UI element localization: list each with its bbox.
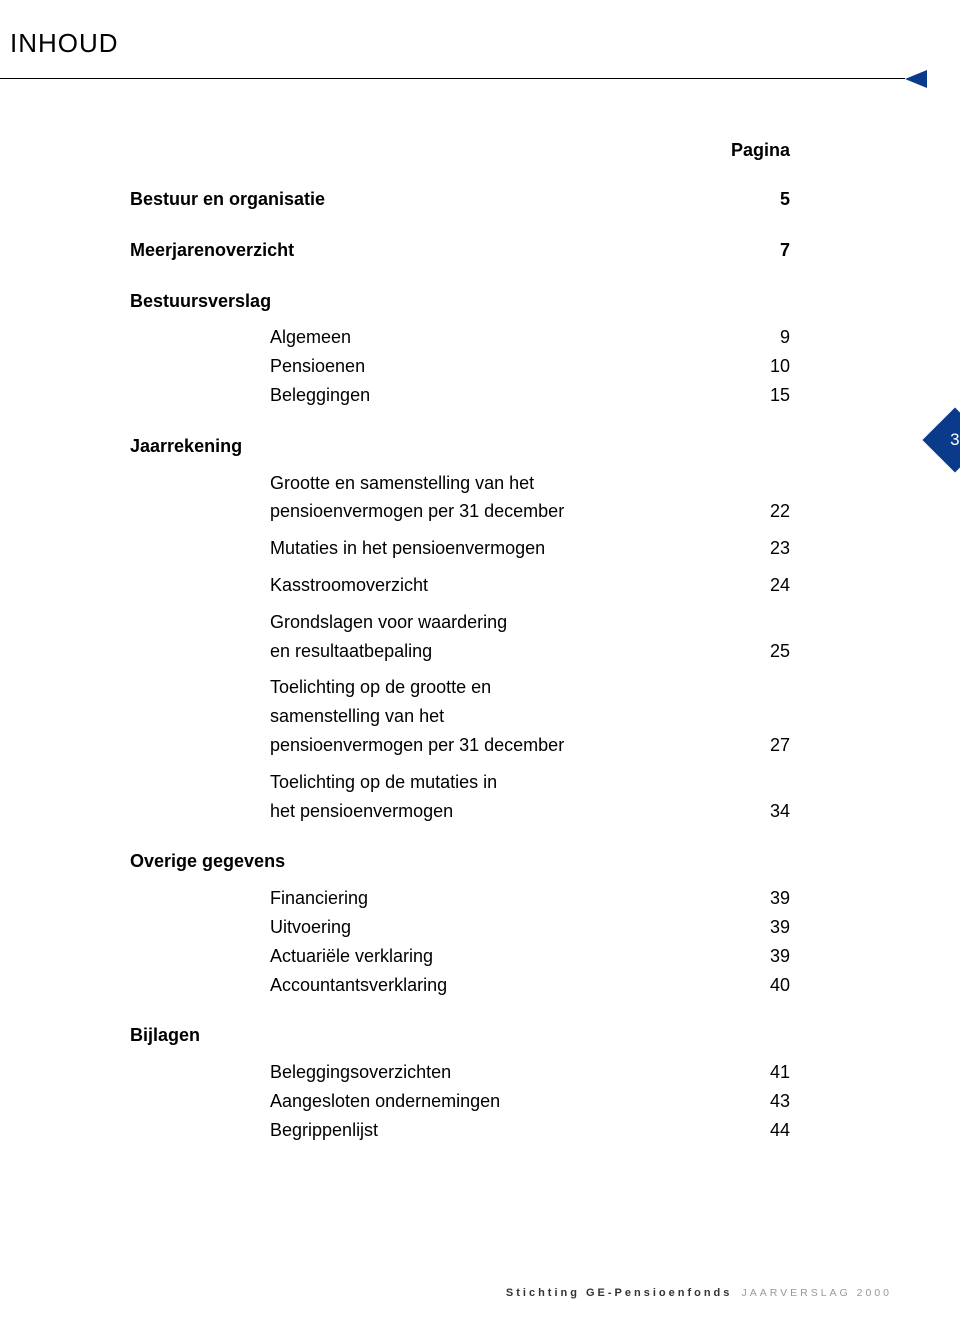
- toc-row: Uitvoering 39: [270, 913, 790, 942]
- toc-page: 27: [770, 731, 790, 760]
- toc-page: 39: [750, 884, 790, 913]
- toc-label: Jaarrekening: [130, 432, 750, 461]
- toc-label: Meerjarenoverzicht: [130, 236, 750, 265]
- toc-row-bestuur: Bestuur en organisatie 5: [130, 185, 790, 214]
- footer-year: JAARVERSLAG 2000: [741, 1287, 892, 1299]
- toc-row: Algemeen 9: [270, 323, 790, 352]
- toc-page: 22: [770, 497, 790, 526]
- page-title: INHOUD: [10, 28, 119, 59]
- toc-subsection: Algemeen 9 Pensioenen 10 Beleggingen 15: [270, 323, 790, 409]
- toc-heading-jaarrekening: Jaarrekening: [130, 432, 790, 461]
- toc-row: Pensioenen 10: [270, 352, 790, 381]
- toc-label-line: Toelichting op de mutaties in: [270, 768, 790, 797]
- page-number-marker-text: 3: [950, 430, 959, 450]
- toc-label: Uitvoering: [270, 913, 750, 942]
- toc-label-line: samenstelling van het: [270, 702, 790, 731]
- toc-page: 40: [750, 971, 790, 1000]
- toc-row: Aangesloten ondernemingen 43: [270, 1087, 790, 1116]
- toc-page: 23: [750, 534, 790, 563]
- toc-row: Beleggingen 15: [270, 381, 790, 410]
- toc-page: 10: [750, 352, 790, 381]
- toc-row: Financiering 39: [270, 884, 790, 913]
- toc-row: Beleggingsoverzichten 41: [270, 1058, 790, 1087]
- toc-label: Begrippenlijst: [270, 1116, 750, 1145]
- toc-label: Overige gegevens: [130, 847, 750, 876]
- toc-label: Pensioenen: [270, 352, 750, 381]
- toc-row: Grondslagen voor waardering en resultaat…: [270, 608, 790, 666]
- toc-label: Financiering: [270, 884, 750, 913]
- toc-label: Beleggingen: [270, 381, 750, 410]
- toc-label: Algemeen: [270, 323, 750, 352]
- toc-label-line: pensioenvermogen per 31 december: [270, 731, 564, 760]
- toc-heading-bijlagen: Bijlagen: [130, 1021, 790, 1050]
- toc-page: 15: [750, 381, 790, 410]
- page: INHOUD 3 Pagina Bestuur en organisatie 5…: [0, 0, 960, 1343]
- horizontal-rule: [0, 78, 905, 79]
- toc-page: 39: [750, 942, 790, 971]
- toc-page: 34: [770, 797, 790, 826]
- toc-label: Mutaties in het pensioenvermogen: [270, 534, 750, 563]
- toc-label-line: pensioenvermogen per 31 december: [270, 497, 564, 526]
- toc-label: Beleggingsoverzichten: [270, 1058, 750, 1087]
- toc-row: Actuariële verklaring 39: [270, 942, 790, 971]
- toc-label-line: en resultaatbepaling: [270, 637, 432, 666]
- toc-label-line: het pensioenvermogen: [270, 797, 453, 826]
- triangle-left-icon: [905, 70, 927, 93]
- toc-row: Toelichting op de grootte en samenstelli…: [270, 673, 790, 759]
- toc-page: 7: [750, 236, 790, 265]
- toc-page: 39: [750, 913, 790, 942]
- toc-subsection: Financiering 39 Uitvoering 39 Actuariële…: [270, 884, 790, 999]
- toc-row: Kasstroomoverzicht 24: [270, 571, 790, 600]
- toc-label: Bestuursverslag: [130, 287, 750, 316]
- toc-page: 25: [770, 637, 790, 666]
- page-number-marker: 3: [922, 407, 960, 472]
- toc-label-line: Grondslagen voor waardering: [270, 608, 790, 637]
- toc-row-meerjaren: Meerjarenoverzicht 7: [130, 236, 790, 265]
- toc-row: Begrippenlijst 44: [270, 1116, 790, 1145]
- toc-row: Grootte en samenstelling van het pensioe…: [270, 469, 790, 527]
- toc-page: 43: [750, 1087, 790, 1116]
- toc-label: Accountantsverklaring: [270, 971, 750, 1000]
- toc-label: Aangesloten ondernemingen: [270, 1087, 750, 1116]
- toc-subsection: Beleggingsoverzichten 41 Aangesloten ond…: [270, 1058, 790, 1144]
- toc-heading-bestuursverslag: Bestuursverslag: [130, 287, 790, 316]
- toc-label: Bestuur en organisatie: [130, 185, 750, 214]
- toc-subsection: Grootte en samenstelling van het pensioe…: [270, 469, 790, 826]
- toc-row: Mutaties in het pensioenvermogen 23: [270, 534, 790, 563]
- footer-org: Stichting GE-Pensioenfonds: [506, 1287, 733, 1299]
- toc: Pagina Bestuur en organisatie 5 Meerjare…: [130, 140, 790, 1145]
- toc-label-line: Toelichting op de grootte en: [270, 673, 790, 702]
- toc-row: Accountantsverklaring 40: [270, 971, 790, 1000]
- toc-page: 41: [750, 1058, 790, 1087]
- toc-label: Actuariële verklaring: [270, 942, 750, 971]
- toc-label-line: Grootte en samenstelling van het: [270, 469, 790, 498]
- toc-page: 5: [750, 185, 790, 214]
- toc-row: Toelichting op de mutaties in het pensio…: [270, 768, 790, 826]
- toc-heading-overige: Overige gegevens: [130, 847, 790, 876]
- toc-page: 9: [750, 323, 790, 352]
- footer: Stichting GE-Pensioenfonds JAARVERSLAG 2…: [506, 1287, 892, 1299]
- toc-page: 24: [750, 571, 790, 600]
- toc-label: Kasstroomoverzicht: [270, 571, 750, 600]
- toc-label: Bijlagen: [130, 1021, 750, 1050]
- column-header-pagina: Pagina: [130, 140, 790, 161]
- toc-page: 44: [750, 1116, 790, 1145]
